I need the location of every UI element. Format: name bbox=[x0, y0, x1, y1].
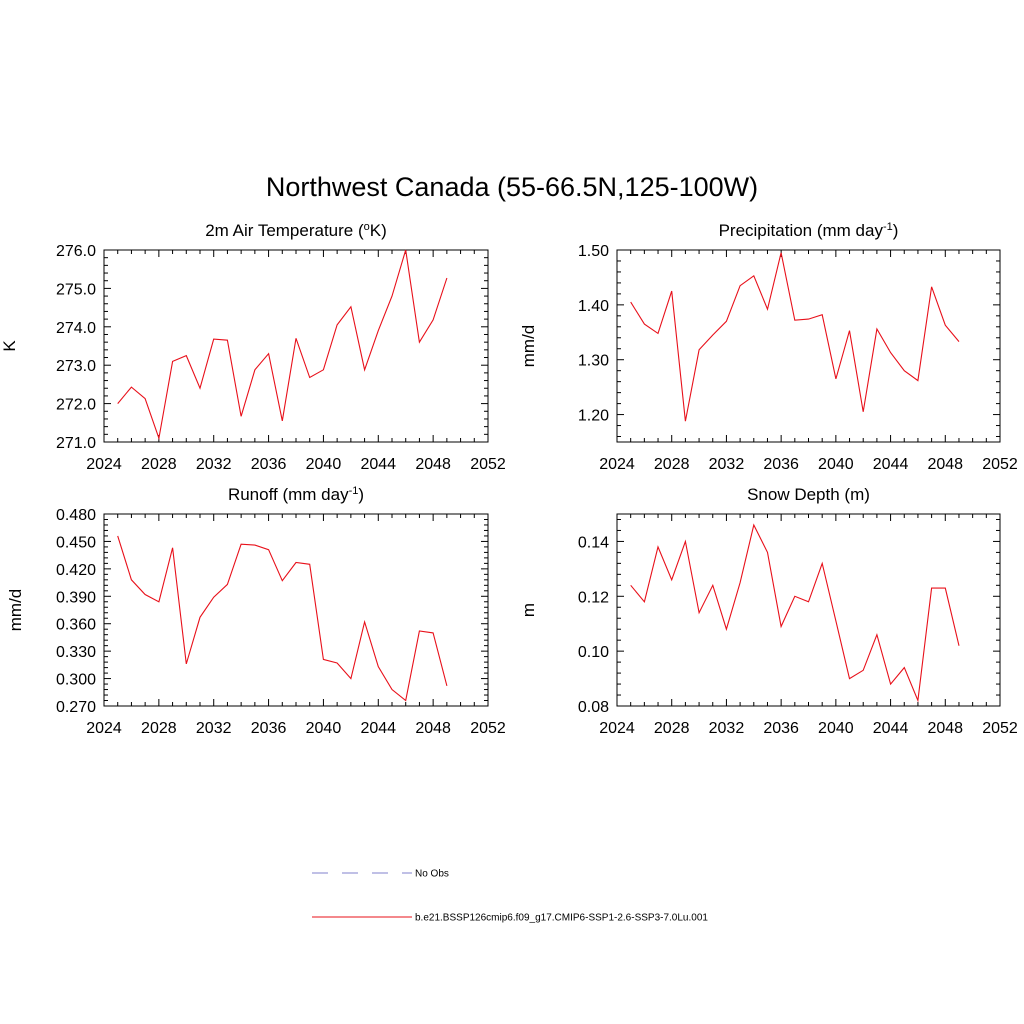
x-tick-label: 2024 bbox=[599, 720, 635, 737]
y-tick-label: 1.50 bbox=[578, 243, 609, 260]
x-tick-label: 2048 bbox=[927, 720, 963, 737]
y-axis-ticks bbox=[104, 513, 488, 707]
x-tick-label: 2052 bbox=[470, 720, 506, 737]
x-tick-label: 2024 bbox=[599, 456, 635, 473]
x-tick-label: 2052 bbox=[982, 456, 1018, 473]
x-tick-label: 2044 bbox=[360, 456, 396, 473]
x-axis-ticks bbox=[616, 250, 1001, 442]
x-tick-label: 2032 bbox=[196, 456, 232, 473]
y-tick-label: 0.10 bbox=[578, 644, 609, 661]
x-tick-label: 2040 bbox=[306, 720, 342, 737]
series-line bbox=[630, 252, 960, 422]
x-tick-label: 2036 bbox=[763, 456, 799, 473]
figure-title: Northwest Canada (55-66.5N,125-100W) bbox=[266, 172, 758, 202]
y-tick-label: 275.0 bbox=[56, 281, 96, 298]
y-tick-label: 0.12 bbox=[578, 589, 609, 606]
x-tick-label: 2024 bbox=[86, 720, 122, 737]
x-tick-label: 2044 bbox=[873, 456, 909, 473]
y-tick-label: 276.0 bbox=[56, 243, 96, 260]
x-tick-label: 2028 bbox=[141, 456, 177, 473]
y-tick-label: 273.0 bbox=[56, 358, 96, 375]
series-line bbox=[117, 535, 448, 702]
y-axis-ticks bbox=[617, 518, 1000, 707]
y-axis-label: m bbox=[519, 603, 538, 617]
x-tick-label: 2024 bbox=[86, 456, 122, 473]
x-tick-label: 2040 bbox=[306, 456, 342, 473]
x-tick-label: 2044 bbox=[360, 720, 396, 737]
y-tick-label: 0.08 bbox=[578, 699, 609, 716]
x-tick-label: 2028 bbox=[141, 720, 177, 737]
chart-panel-4: 2024 2028 2032 2036 2040 2044 2048 2052 0.08 0.10… bbox=[519, 485, 1018, 737]
y-tick-label: 0.270 bbox=[56, 699, 96, 716]
plot-frame bbox=[103, 513, 489, 707]
y-tick-label: 0.390 bbox=[56, 589, 96, 606]
chart-panel-1: 2024 2028 2032 2036 2040 2044 2048 2052 271.0 272… bbox=[0, 221, 506, 473]
panel-title: Snow Depth (m) bbox=[747, 485, 870, 504]
x-tick-label: 2036 bbox=[763, 720, 799, 737]
panel-title: 2m Air Temperature (oK) bbox=[205, 221, 387, 240]
x-tick-label: 2048 bbox=[927, 456, 963, 473]
x-tick-label: 2036 bbox=[251, 720, 287, 737]
y-tick-label: 0.450 bbox=[56, 534, 96, 551]
legend-obs-label: No Obs bbox=[415, 869, 449, 880]
y-tick-label: 0.420 bbox=[56, 562, 96, 579]
panel-title: Precipitation (mm day-1) bbox=[719, 221, 899, 240]
x-axis-ticks bbox=[103, 250, 489, 442]
y-tick-label: 0.14 bbox=[578, 534, 609, 551]
y-tick-label: 0.360 bbox=[56, 617, 96, 634]
x-tick-label: 2040 bbox=[818, 720, 854, 737]
x-tick-label: 2052 bbox=[470, 456, 506, 473]
legend-model-label: b.e21.BSSP126cmip6.f09_g17.CMIP6-SSP1-2.… bbox=[415, 913, 708, 924]
y-tick-label: 1.20 bbox=[578, 408, 609, 425]
x-tick-label: 2028 bbox=[654, 456, 690, 473]
x-tick-label: 2028 bbox=[654, 720, 690, 737]
plot-frame bbox=[616, 513, 1001, 707]
x-tick-label: 2052 bbox=[982, 720, 1018, 737]
plot-frame bbox=[616, 249, 1001, 443]
chart-panel-3: 2024 2028 2032 2036 2040 2044 2048 2052 0.270 0.3… bbox=[6, 485, 506, 737]
y-tick-label: 1.40 bbox=[578, 298, 609, 315]
y-tick-label: 271.0 bbox=[56, 435, 96, 452]
chart-panel-2: 2024 2028 2032 2036 2040 2044 2048 2052 1.20 1.30… bbox=[519, 221, 1018, 473]
x-tick-label: 2048 bbox=[415, 456, 451, 473]
y-tick-label: 1.30 bbox=[578, 353, 609, 370]
y-tick-label: 272.0 bbox=[56, 397, 96, 414]
y-axis-ticks bbox=[104, 249, 488, 443]
x-tick-label: 2044 bbox=[873, 720, 909, 737]
x-tick-label: 2032 bbox=[709, 456, 745, 473]
panel-title: Runoff (mm day-1) bbox=[228, 485, 364, 504]
x-tick-label: 2032 bbox=[709, 720, 745, 737]
plot-frame bbox=[103, 249, 489, 443]
x-tick-label: 2036 bbox=[251, 456, 287, 473]
y-axis-ticks bbox=[617, 249, 1000, 438]
x-tick-label: 2048 bbox=[415, 720, 451, 737]
series-line bbox=[630, 523, 960, 703]
series-line bbox=[117, 249, 448, 441]
legend: No Obs b.e21.BSSP126cmip6.f09_g17.CMIP6-… bbox=[312, 869, 708, 924]
x-axis-ticks bbox=[103, 514, 489, 706]
x-tick-label: 2032 bbox=[196, 720, 232, 737]
y-axis-label: K bbox=[0, 340, 19, 352]
x-tick-label: 2040 bbox=[818, 456, 854, 473]
y-tick-label: 0.480 bbox=[56, 507, 96, 524]
x-axis-ticks bbox=[616, 514, 1001, 706]
y-axis-label: mm/d bbox=[6, 589, 25, 632]
y-tick-label: 274.0 bbox=[56, 320, 96, 337]
y-tick-label: 0.330 bbox=[56, 644, 96, 661]
y-axis-label: mm/d bbox=[519, 325, 538, 368]
panels: 2024 2028 2032 2036 2040 2044 2048 2052 271.0 272… bbox=[0, 221, 1018, 737]
y-tick-label: 0.300 bbox=[56, 672, 96, 689]
